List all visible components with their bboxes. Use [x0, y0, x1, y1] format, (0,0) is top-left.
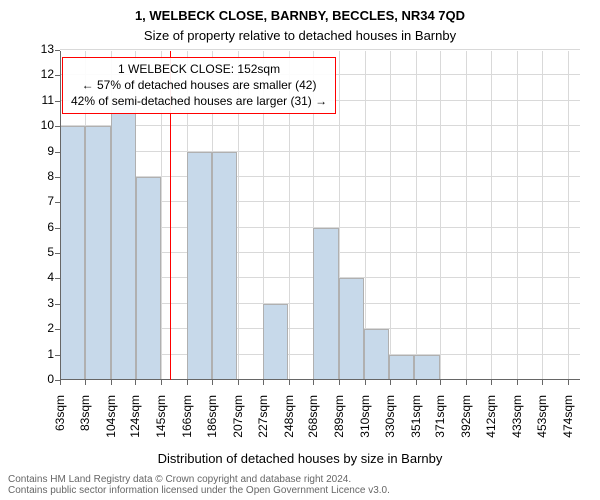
x-tick-mark [111, 380, 112, 385]
x-tick-mark [390, 380, 391, 385]
x-tick-label: 371sqm [433, 395, 447, 455]
x-tick-mark [263, 380, 264, 385]
x-tick-mark [440, 380, 441, 385]
histogram-bar [364, 329, 389, 380]
histogram-bar [85, 126, 110, 380]
x-tick-label: 145sqm [154, 395, 168, 455]
histogram-bar [212, 152, 237, 380]
info-box-line: 1 WELBECK CLOSE: 152sqm [71, 61, 327, 77]
x-tick-label: 227sqm [256, 395, 270, 455]
histogram-bar [313, 228, 338, 380]
y-tick-label: 13 [26, 42, 54, 56]
gridline-h [60, 125, 580, 126]
gridline-v [491, 51, 492, 380]
x-tick-mark [416, 380, 417, 385]
x-tick-label: 104sqm [104, 395, 118, 455]
x-tick-label: 248sqm [282, 395, 296, 455]
histogram-bar [111, 101, 136, 380]
y-tick-label: 8 [26, 169, 54, 183]
y-tick-label: 11 [26, 93, 54, 107]
gridline-v [390, 51, 391, 380]
x-tick-mark [491, 380, 492, 385]
x-tick-label: 392sqm [459, 395, 473, 455]
x-tick-label: 330sqm [383, 395, 397, 455]
gridline-v [568, 51, 569, 380]
y-tick-label: 12 [26, 67, 54, 81]
y-axis-line [60, 51, 61, 380]
x-tick-label: 268sqm [306, 395, 320, 455]
x-tick-label: 207sqm [231, 395, 245, 455]
x-tick-mark [365, 380, 366, 385]
x-tick-label: 453sqm [535, 395, 549, 455]
chart-title-sub: Size of property relative to detached ho… [0, 28, 600, 43]
histogram-bar [339, 278, 364, 380]
x-axis-line [60, 379, 580, 380]
y-tick-label: 0 [26, 372, 54, 386]
x-tick-label: 63sqm [53, 395, 67, 455]
histogram-bar [263, 304, 288, 380]
histogram-bar [60, 126, 85, 380]
y-tick-label: 2 [26, 321, 54, 335]
x-tick-mark [85, 380, 86, 385]
x-tick-label: 124sqm [128, 395, 142, 455]
histogram-bar [187, 152, 212, 380]
x-tick-label: 474sqm [561, 395, 575, 455]
y-tick-label: 10 [26, 118, 54, 132]
info-box-line: ← 57% of detached houses are smaller (42… [71, 77, 327, 93]
x-tick-label: 166sqm [180, 395, 194, 455]
x-tick-mark [313, 380, 314, 385]
x-tick-mark [339, 380, 340, 385]
x-tick-mark [187, 380, 188, 385]
footer-attribution: Contains HM Land Registry data © Crown c… [8, 474, 390, 496]
x-tick-mark [135, 380, 136, 385]
gridline-h [60, 49, 580, 50]
histogram-bar [389, 355, 414, 380]
y-tick-label: 9 [26, 144, 54, 158]
gridline-v [466, 51, 467, 380]
y-tick-label: 5 [26, 245, 54, 259]
chart-container: 1, WELBECK CLOSE, BARNBY, BECCLES, NR34 … [0, 0, 600, 500]
histogram-bar [136, 177, 161, 380]
x-tick-mark [517, 380, 518, 385]
y-tick-label: 1 [26, 347, 54, 361]
x-tick-label: 186sqm [205, 395, 219, 455]
x-tick-mark [212, 380, 213, 385]
x-tick-mark [466, 380, 467, 385]
chart-title-main: 1, WELBECK CLOSE, BARNBY, BECCLES, NR34 … [0, 8, 600, 23]
footer-line-2: Contains public sector information licen… [8, 485, 390, 496]
y-tick-label: 3 [26, 296, 54, 310]
info-box-line: 42% of semi-detached houses are larger (… [71, 93, 327, 109]
histogram-bar [414, 355, 439, 380]
x-tick-mark [289, 380, 290, 385]
gridline-v [542, 51, 543, 380]
x-tick-label: 412sqm [484, 395, 498, 455]
footer-line-1: Contains HM Land Registry data © Crown c… [8, 474, 390, 485]
x-tick-label: 289sqm [332, 395, 346, 455]
y-tick-label: 6 [26, 220, 54, 234]
x-tick-mark [568, 380, 569, 385]
info-box: 1 WELBECK CLOSE: 152sqm← 57% of detached… [62, 57, 336, 114]
x-tick-label: 351sqm [409, 395, 423, 455]
plot-area: 1 WELBECK CLOSE: 152sqm← 57% of detached… [60, 50, 580, 380]
x-tick-mark [60, 380, 61, 385]
gridline-h [60, 151, 580, 152]
y-tick-label: 4 [26, 270, 54, 284]
y-tick-label: 7 [26, 194, 54, 208]
x-tick-mark [161, 380, 162, 385]
x-tick-label: 433sqm [510, 395, 524, 455]
x-tick-label: 310sqm [358, 395, 372, 455]
gridline-v [440, 51, 441, 380]
x-tick-label: 83sqm [78, 395, 92, 455]
x-tick-mark [542, 380, 543, 385]
x-axis-label: Distribution of detached houses by size … [0, 451, 600, 466]
x-tick-mark [238, 380, 239, 385]
gridline-v [517, 51, 518, 380]
gridline-v [416, 51, 417, 380]
